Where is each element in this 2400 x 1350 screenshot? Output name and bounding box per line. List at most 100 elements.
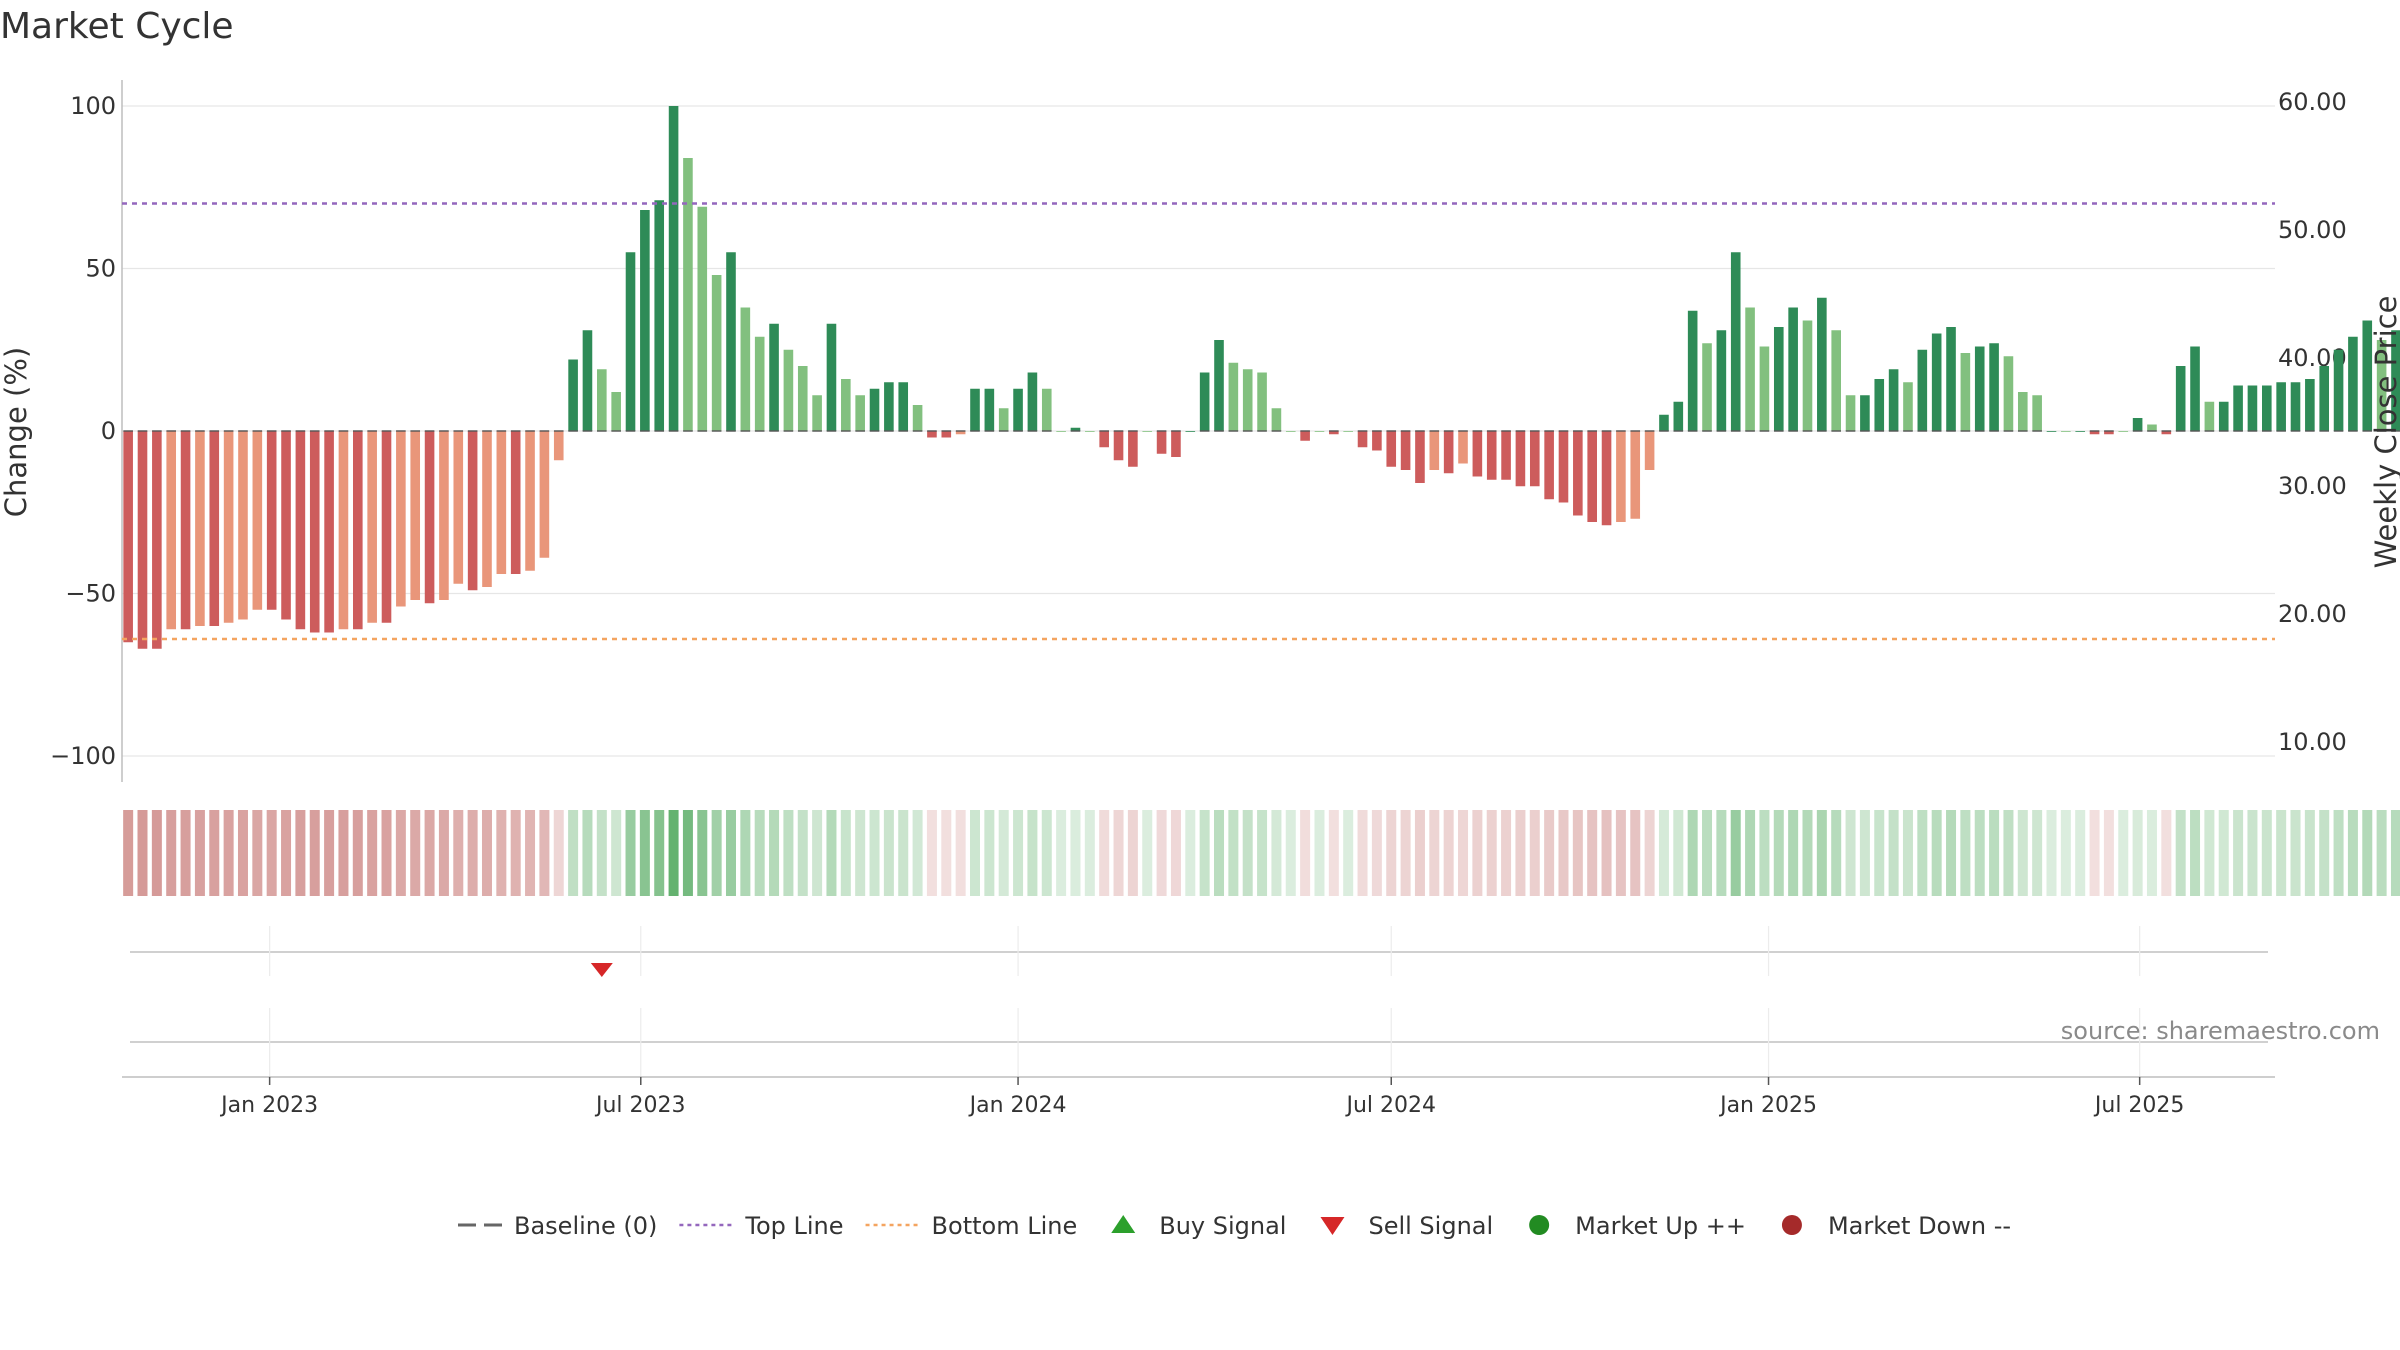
baseline-tick [295,430,306,432]
bar [1659,414,1669,431]
heat-cell [941,810,952,896]
bar [281,431,291,620]
baseline-tick [1659,430,1669,432]
bar [1271,408,1282,431]
bar [1372,431,1382,451]
bar [597,369,607,431]
heat-cell [510,810,521,896]
baseline-tick [1788,430,1798,432]
baseline-tick [1860,430,1870,432]
heat-cell [1989,810,2000,896]
bar [525,431,535,571]
legend-label: Bottom Line [932,1212,1078,1240]
heat-cell [2161,810,2172,896]
baseline-tick [1644,430,1655,432]
baseline-tick [2290,430,2301,432]
baseline-tick [223,430,234,432]
heat-cell [711,810,722,896]
baseline-tick [525,430,535,432]
signal-strip [130,926,2268,1077]
heat-cell [1300,810,1311,896]
y2-axis-label: Weekly Close Price [2369,296,2400,569]
bar [539,431,550,558]
bar [1946,327,1956,431]
bar [2132,418,2143,431]
heat-cell [2089,810,2100,896]
baseline-tick [1888,430,1899,432]
baseline-tick [1257,430,1267,432]
bar [754,336,765,431]
heat-cell [783,810,794,896]
y-tick-label: 100 [70,92,116,120]
baseline-tick [1128,430,1138,432]
baseline-tick [1041,430,1052,432]
bar [338,431,349,630]
baseline-tick [2319,430,2330,432]
baseline-tick [410,430,421,432]
heat-cell [654,810,665,896]
heat-cell [1745,810,1756,896]
baseline-tick [683,430,693,432]
heat-cell [855,810,866,896]
baseline-tick [1831,430,1841,432]
baseline-tick [367,430,377,432]
bar [2118,431,2129,432]
bar [855,395,865,431]
bar [898,382,909,431]
bar [1960,353,1971,431]
baseline-tick [1687,430,1698,432]
bar [1314,431,1325,432]
baseline-tick [1946,430,1956,432]
heat-cell [668,810,679,896]
bar [1974,346,1985,431]
bar [1041,388,1052,431]
bar [740,307,751,431]
legend-label: Top Line [744,1212,843,1240]
baseline-tick [324,430,334,432]
heat-cell [1013,810,1024,896]
heat-cell [1472,810,1483,896]
baseline-tick [1630,430,1641,432]
heat-cell [912,810,923,896]
heat-cell [2003,810,2014,896]
baseline-tick [568,430,578,432]
baseline-tick [697,430,708,432]
bar [2175,366,2186,431]
bar [367,431,377,623]
bar [381,431,392,623]
heat-cell [1228,810,1239,896]
bar [783,349,794,431]
bar [1573,431,1583,516]
heat-cell [582,810,593,896]
bar [1113,431,1124,461]
heat-cell [281,810,292,896]
heat-cell [2060,810,2071,896]
heat-cell [2390,810,2400,896]
heat-cell [2032,810,2043,896]
bar [553,431,564,461]
triangle-down-icon [1320,1217,1345,1235]
heat-cell [1371,810,1382,896]
bar [1257,372,1267,431]
heat-cell [1501,810,1512,896]
bar [1443,431,1454,474]
heat-cell [1816,810,1827,896]
bar [2376,340,2387,431]
baseline-tick [2003,430,2014,432]
bar [582,330,593,431]
baseline-tick [1817,430,1827,432]
baseline-tick [654,430,665,432]
bar [2046,431,2057,432]
heat-cell [1874,810,1885,896]
bar [410,431,421,600]
baseline-tick [1429,430,1440,432]
baseline-tick [1874,430,1885,432]
heat-cell [1644,810,1655,896]
circle-icon [1529,1215,1550,1235]
bar [2247,385,2258,431]
bar [625,252,636,431]
bar [1228,362,1239,431]
heat-cell [611,810,622,896]
baseline-tick [2333,430,2344,432]
